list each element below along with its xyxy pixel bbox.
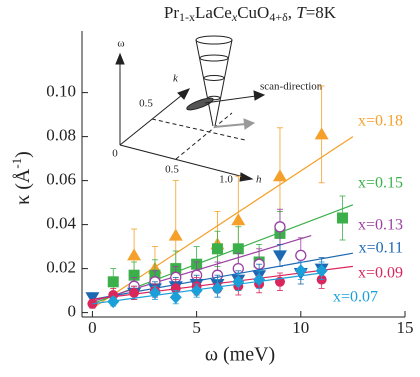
inset-axis xyxy=(119,144,245,178)
x-axis-label: ω (meV) xyxy=(205,344,275,366)
data-point xyxy=(169,290,182,304)
series-label: x=0.11 xyxy=(359,240,403,257)
inset-guide xyxy=(175,112,233,160)
y-axis-label: κ (Å-1) xyxy=(9,151,34,205)
data-point xyxy=(127,248,142,261)
inset-arrow xyxy=(115,52,125,65)
data-point xyxy=(232,275,245,289)
data-point xyxy=(272,250,287,263)
series-label: x=0.07 xyxy=(333,289,378,306)
data-point xyxy=(128,269,140,281)
data-point xyxy=(272,169,287,182)
inset-scan-arrow xyxy=(204,95,257,104)
inset-label: h xyxy=(256,174,262,186)
inset-tick: 0.5 xyxy=(165,164,179,176)
data-point xyxy=(253,273,266,287)
inset-tick: 1.0 xyxy=(219,174,233,186)
inset-label: k xyxy=(173,73,179,85)
fit-line xyxy=(92,235,312,303)
data-point xyxy=(107,276,119,288)
inset-cone xyxy=(195,39,214,127)
inset-label: ω xyxy=(117,38,124,50)
data-point xyxy=(107,295,120,309)
inset-cone xyxy=(203,75,225,81)
data-point xyxy=(231,213,246,226)
data-point xyxy=(232,243,244,255)
data-point xyxy=(211,243,223,255)
inset-arrow xyxy=(253,90,266,101)
data-point xyxy=(148,286,161,300)
inset-ellipse xyxy=(186,97,214,111)
y-tick-label: 0.04 xyxy=(46,214,76,233)
y-tick-label: 0.02 xyxy=(46,258,76,277)
inset-tick: 0.5 xyxy=(139,98,153,110)
inset-axis xyxy=(119,94,183,146)
data-point xyxy=(294,264,307,278)
x-tick-label: 5 xyxy=(192,318,201,337)
inset-label: scan-direction xyxy=(260,81,323,93)
inset-cone xyxy=(195,35,233,45)
y-tick-label: 0.08 xyxy=(46,126,76,145)
data-point xyxy=(190,284,203,298)
inset-cone xyxy=(199,54,229,62)
inset-tick: 0 xyxy=(112,148,118,160)
chart-title: Pr1-xLaCexCuO4+δ, T=8K xyxy=(164,3,337,24)
y-tick-label: 0 xyxy=(68,302,77,321)
data-point xyxy=(168,228,183,241)
inset: ω k h scan-direction 0 0.5 0.5 1.0 xyxy=(112,35,323,186)
inset-arrow xyxy=(243,118,256,130)
x-tick-label: 10 xyxy=(292,318,309,337)
data-point xyxy=(315,264,328,278)
y-tick-label: 0.10 xyxy=(46,82,76,101)
inset-arrow xyxy=(177,88,191,100)
series-label: x=0.13 xyxy=(358,217,403,234)
inset-guide xyxy=(151,118,246,141)
inset-arrow xyxy=(213,123,247,128)
data-point xyxy=(295,249,307,262)
data-point xyxy=(274,221,286,233)
data-point xyxy=(314,127,329,140)
y-tick-label: 0.06 xyxy=(46,170,76,189)
series-label: x=0.09 xyxy=(358,265,403,282)
series-label: x=0.18 xyxy=(358,113,403,130)
inset-arrow xyxy=(239,172,254,182)
fit-line xyxy=(92,272,322,305)
data-point xyxy=(336,212,348,224)
data-point xyxy=(85,292,100,305)
series-label: x=0.15 xyxy=(358,175,403,192)
x-tick-label: 15 xyxy=(397,318,414,337)
x-tick-label: 0 xyxy=(88,318,97,337)
data-point xyxy=(129,287,140,298)
data-point xyxy=(211,281,224,295)
inset-cone xyxy=(214,39,233,127)
